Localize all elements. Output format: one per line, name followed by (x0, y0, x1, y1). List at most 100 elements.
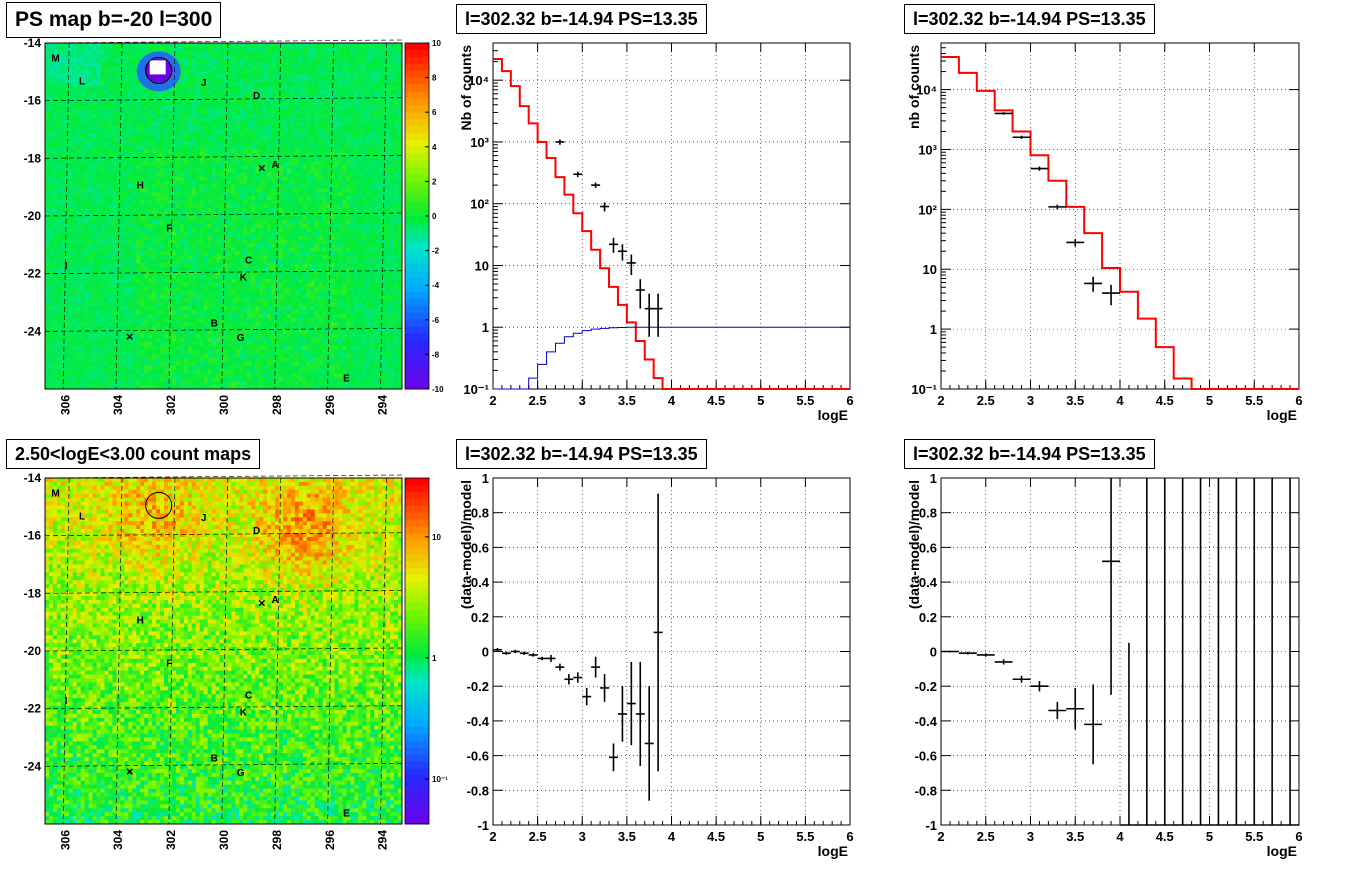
residual-right-data-point (977, 653, 995, 656)
countmap-colorbar-tick-label: 1 (432, 654, 437, 663)
residual-left-data-point (520, 652, 529, 655)
psmap-x-tick-label: 294 (376, 395, 390, 415)
residual-left-chart: 2 2.5 3 3.5 4 4.5 5 5.5 6-1-0.8-0.6-0.4-0.200.20… (458, 471, 854, 859)
residual-left-data-point (600, 674, 609, 702)
spectrum-left-x-tick-label: 4.5 (707, 393, 725, 408)
spectrum-right-x-tick-label: 5 (1206, 393, 1213, 408)
spectrum-left-y-tick-label: 10² (470, 197, 489, 212)
countmap-source-label: A (271, 595, 278, 606)
spectrum-right-y-tick-label: 1 (930, 322, 937, 337)
residual-left-x-tick-label: 5.5 (796, 829, 814, 844)
spectrum-left-y-axis-label: Nb of counts (458, 45, 474, 131)
spectrum-left-data-point (591, 183, 600, 188)
psmap-source-label: E (343, 373, 350, 384)
spectrum-left-x-tick-label: 5 (757, 393, 764, 408)
spectrum-left-y-tick-label: 10 (475, 258, 489, 273)
psmap-source-label: D (253, 91, 260, 102)
residual-left-x-tick-label: 4.5 (707, 829, 725, 844)
psmap-panel: 306 304 302 300 298 296 294-14-16-18-20-22-24M… (24, 36, 403, 415)
countmap-y-tick-label: -16 (24, 529, 42, 543)
residual-right-data-point (1245, 478, 1263, 825)
countmap-source-label: K (240, 708, 248, 719)
countmap-x-tick-label: 300 (217, 830, 231, 850)
spectrum-right-x-tick-label: 3 (1027, 393, 1034, 408)
residual-left-data-point (654, 494, 663, 772)
countmap-source-label: E (343, 808, 350, 819)
spectrum-right-x-tick-label: 4 (1116, 393, 1124, 408)
spectrum-right-x-tick-label: 2 (937, 393, 944, 408)
residual-left-x-tick-label: 6 (846, 829, 853, 844)
residual-left-y-tick-label: -0.8 (467, 783, 489, 798)
residual-right-x-tick-label: 5 (1206, 829, 1213, 844)
residual-left-data-point (538, 657, 547, 660)
countmap-heatmap (45, 478, 402, 824)
psmap-source-label: G (237, 333, 245, 344)
residual-right-x-tick-label: 4 (1116, 829, 1124, 844)
psmap-source-label: L (79, 76, 85, 87)
residual-right-data-point (941, 651, 959, 653)
psmap-source-label: H (137, 180, 144, 191)
psmap-source-cross: × (258, 160, 266, 175)
psmap-x-tick-label: 306 (58, 395, 72, 415)
residual-right-data-point (1013, 676, 1031, 683)
residual-right-x-tick-label: 5.5 (1245, 829, 1263, 844)
residual-left-data-point (555, 664, 564, 671)
residual-right-y-ticks: -1-0.8-0.6-0.4-0.200.20.40.60.81 (915, 471, 1299, 833)
residual-left-x-tick-label: 3 (579, 829, 586, 844)
residual-left-data-point (627, 662, 636, 745)
residual-left-data-point (502, 652, 511, 655)
residual-left-y-axis-label: (data-model)/model (458, 480, 474, 609)
psmap-y-tick-label: -18 (24, 151, 42, 165)
psmap-colorbar-tick-label: 4 (432, 143, 437, 152)
residual-right-data-point (1120, 643, 1138, 825)
psmap-y-tick-label: -14 (24, 36, 42, 50)
psmap-x-tick-label: 296 (323, 395, 337, 415)
psmap-source-label: J (201, 78, 207, 89)
spectrum-right-y-axis-label: nb of counts (906, 45, 922, 129)
psmap-x-tick-labels: 306 304 302 300 298 296 294 (58, 395, 389, 415)
spectrum-right-y-tick-label: 10³ (918, 142, 937, 157)
spectrum-left-data-point (609, 238, 618, 253)
residual-left-data-point (529, 653, 538, 656)
psmap-heatmap (45, 43, 402, 389)
psmap-source-label: B (211, 319, 218, 330)
countmap-x-tick-label: 298 (270, 830, 284, 850)
spectrum-left-data-point (618, 244, 627, 260)
spectrum-left-x-axis-label: logE (818, 407, 848, 423)
residual-right-x-axis-label: logE (1267, 843, 1297, 859)
countmap-source-label: L (79, 511, 85, 522)
residual-right-data-point (1174, 478, 1192, 825)
residual-left-data-point (511, 650, 520, 653)
countmap-x-tick-labels: 306 304 302 300 298 296 294 (58, 830, 389, 850)
spectrum-left-y-tick-label: 10³ (470, 135, 489, 150)
psmap-colorbar-tick-label: 10 (432, 39, 441, 48)
residual-left-data-point (591, 657, 600, 678)
spectrum-right-y-tick-label: 10² (918, 202, 937, 217)
spectrum-left-chart: 2 2.5 3 3.5 4 4.5 5 5.5 610⁻¹11010²10³10⁴logENb … (458, 43, 854, 423)
residual-right-data-point (1084, 684, 1102, 764)
countmap-y-tick-label: -14 (24, 471, 42, 485)
spectrum-right-title: l=302.32 b=-14.94 PS=13.35 (904, 4, 1155, 34)
residual-right-data-point (1210, 478, 1228, 825)
spectrum-left-x-tick-label: 2.5 (529, 393, 547, 408)
residual-right-chart: 2 2.5 3 3.5 4 4.5 5 5.5 6-1-0.8-0.6-0.4-0.200.20… (906, 471, 1303, 859)
residual-left-data-points (493, 494, 663, 801)
psmap-colorbar-tick-label: 0 (432, 212, 437, 221)
countmap-panel: 306 304 302 300 298 296 294-14-16-18-20-22-24M… (24, 471, 403, 850)
spectrum-right-y-tick-label: 10 (923, 262, 937, 277)
psmap-colorbar-tick-label: -2 (432, 247, 440, 256)
psmap-title: PS map b=-20 l=300 (6, 2, 221, 38)
spectrum-right-x-tick-label: 4.5 (1156, 393, 1174, 408)
residual-right-title: l=302.32 b=-14.94 PS=13.35 (904, 439, 1155, 469)
spectrum-left-data-point (573, 172, 582, 177)
residual-right-x-tick-label: 3 (1027, 829, 1034, 844)
residual-left-x-tick-label: 4 (668, 829, 676, 844)
residual-left-data-point (582, 688, 591, 705)
psmap-colorbar-tick-label: 6 (432, 108, 437, 117)
spectrum-left-data-point (654, 294, 663, 337)
residual-left-x-axis-label: logE (818, 843, 848, 859)
spectrum-left-grid (493, 43, 850, 389)
countmap-source-label: G (237, 768, 245, 779)
